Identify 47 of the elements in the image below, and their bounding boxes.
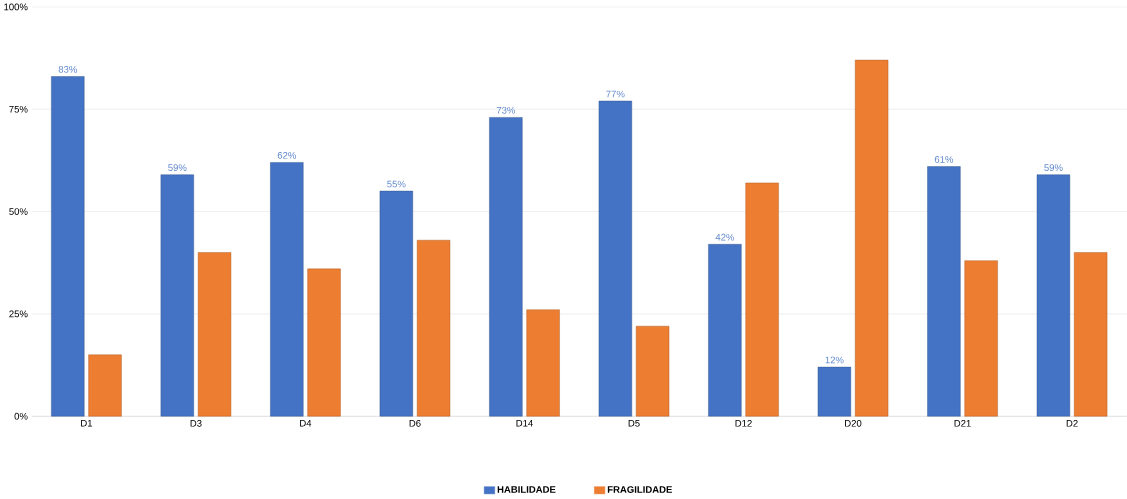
data-label: 59% [168,164,187,172]
x-tick-label: D21 [954,420,971,427]
data-label: 83% [58,66,77,73]
bar [270,162,304,417]
bar [1074,252,1108,417]
bar [708,244,742,417]
bar [416,240,451,417]
bar [927,166,961,417]
bar [160,174,194,417]
x-tick-label: D3 [190,420,202,427]
bar [489,117,523,417]
bar [817,367,852,417]
bar [379,191,413,417]
bar [51,76,85,417]
data-label: 12% [825,356,844,364]
bar [598,101,633,417]
legend-label: FRAGILIDADE [607,486,672,494]
bar [1036,174,1071,417]
y-tick-label: 0% [14,413,28,420]
x-tick-label: D6 [409,420,421,427]
bar [197,252,232,417]
y-tick-label: 25% [9,310,28,318]
x-tick-label: D5 [628,420,640,427]
x-tick-label: D2 [1066,420,1078,427]
data-label: 77% [606,90,625,98]
y-tick-label: 50% [9,208,28,216]
bar [88,354,122,417]
data-label: 73% [496,107,516,114]
data-label: 59% [1044,164,1063,172]
bar [964,260,998,417]
bar [307,268,341,417]
data-label: 42% [715,234,735,241]
data-label: 61% [934,156,954,163]
x-tick-label: D20 [845,420,862,427]
bar [745,182,779,417]
legend-label: HABILIDADE [497,486,556,493]
data-label: 55% [387,180,406,188]
x-tick-label: D14 [516,420,533,427]
data-label: 62% [277,152,297,159]
bar [635,326,670,417]
x-tick-label: D1 [81,420,93,427]
y-tick-label: 100% [4,3,28,11]
y-tick-label: 75% [9,106,28,113]
bar [526,309,560,417]
x-tick-label: D12 [735,420,752,427]
bar [855,60,889,417]
x-tick-label: D4 [300,420,312,427]
